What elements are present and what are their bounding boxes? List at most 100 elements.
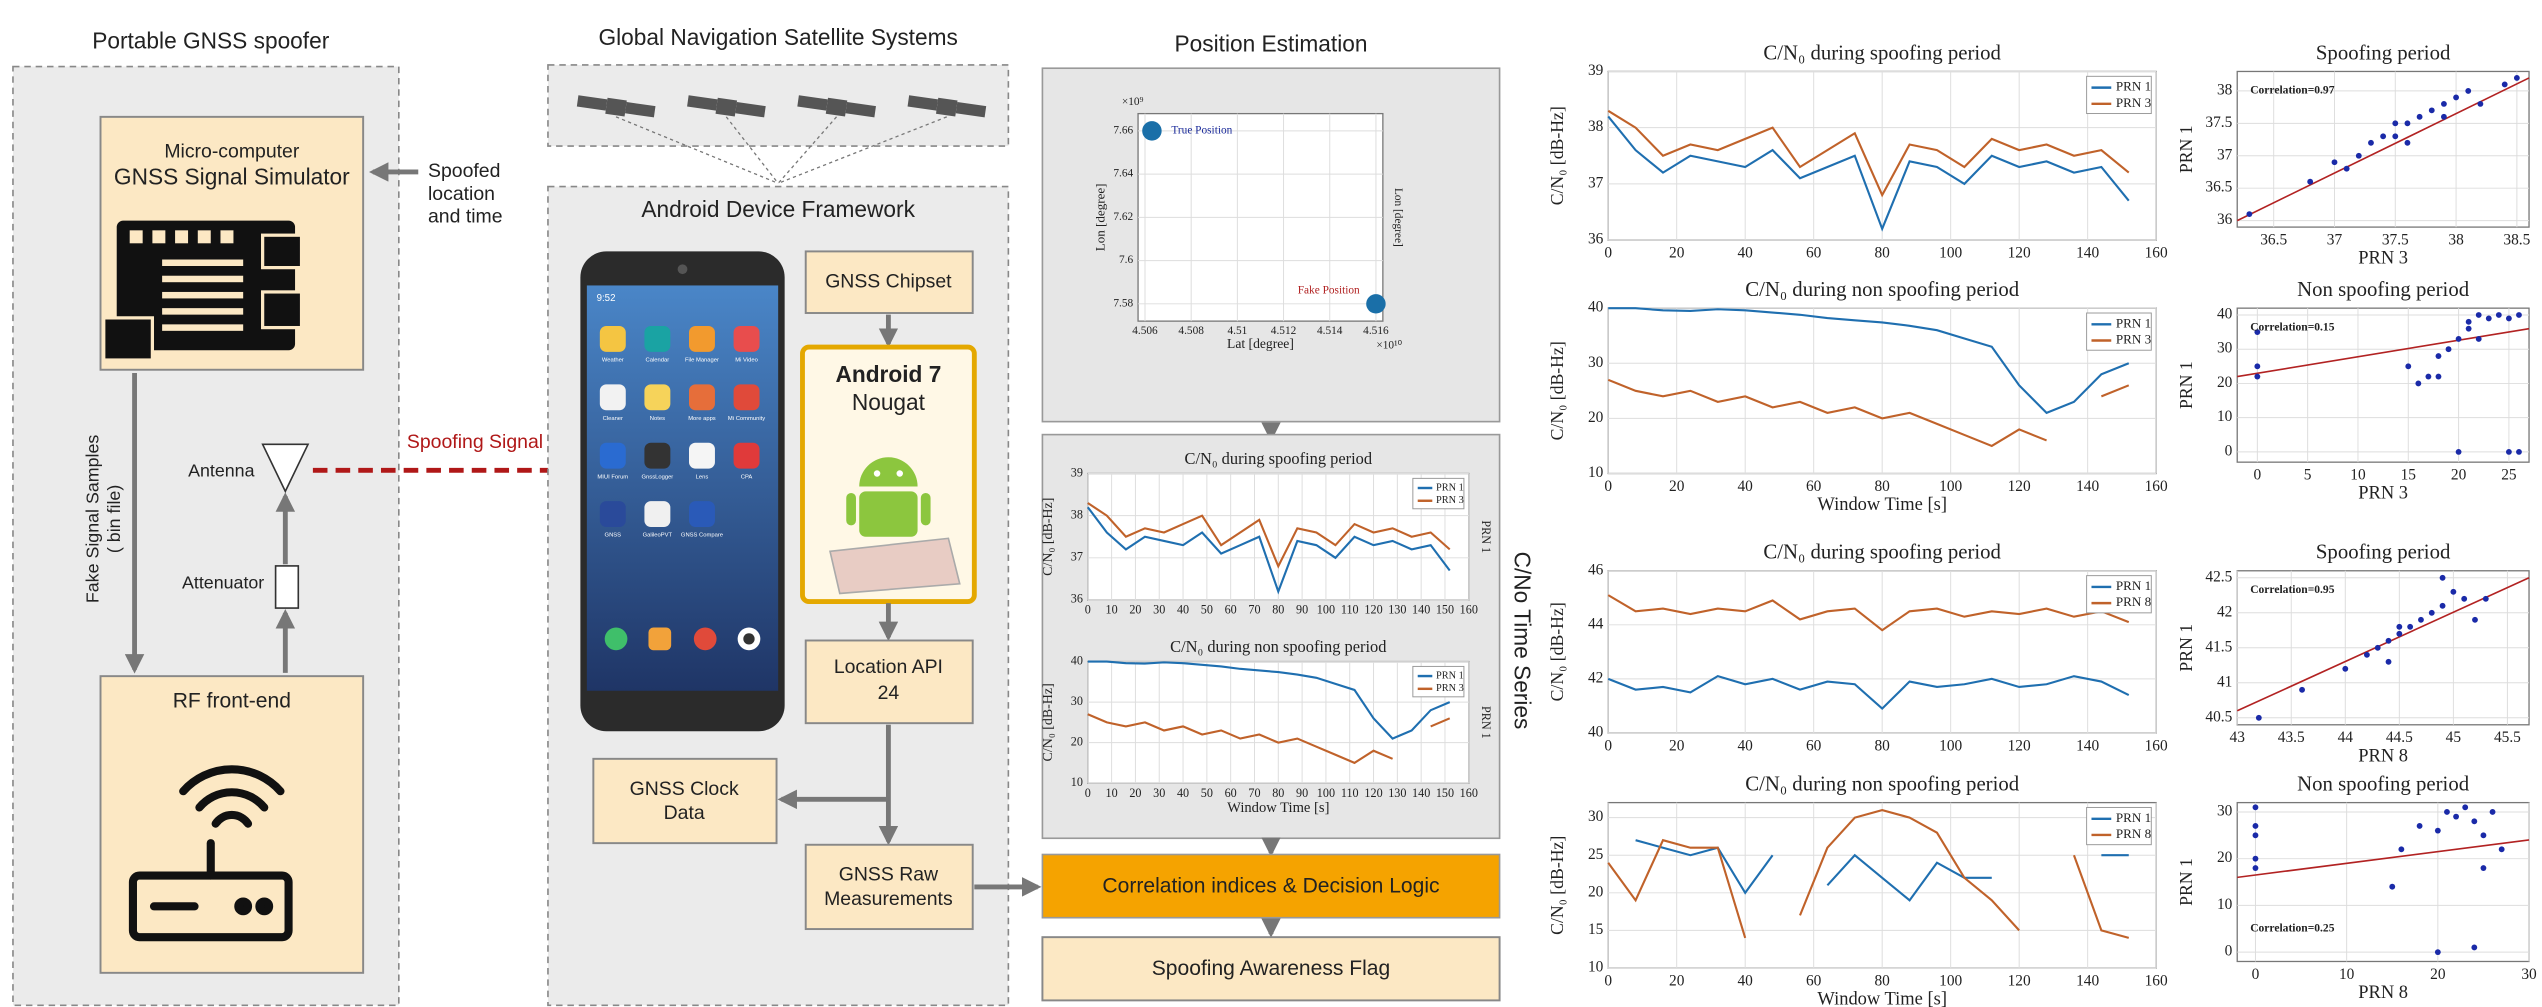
y-tick-label: 7.58 [1113,297,1133,309]
scatter-point [2436,374,2442,380]
app-label: MIUI Forum [597,474,628,480]
scatter-point [2389,884,2395,890]
scatter-point [2405,140,2411,146]
scatter-point [2472,617,2478,623]
scatter-point [2429,107,2435,113]
app-label: CPA [741,474,753,480]
x-tick-label: 160 [2145,972,2168,989]
position-point [1142,121,1161,140]
scatter-point [2477,101,2483,107]
scatter-point [2496,312,2502,318]
app-icon [600,501,626,527]
x-tick-label: 38 [2448,231,2464,248]
x-tick-label: 60 [1806,244,1822,261]
x-tick-label: 150 [1436,603,1454,617]
scatter-point [2417,114,2423,120]
scatter-point [2392,120,2398,126]
y-tick-label: 20 [2217,849,2233,866]
scatter-point [2440,603,2446,609]
y-tick-label: 0 [2225,943,2233,960]
x-tick-label: 20 [1669,737,1685,754]
y-tick-label: 10 [2217,408,2233,425]
clock-box [593,759,776,843]
y-tick-label: 41.5 [2205,638,2232,655]
app-icon [644,384,670,410]
x-tick-label: 60 [1225,603,1237,617]
legend-label: PRN 1 [2116,810,2151,825]
x-tick-label: 80 [1874,244,1890,261]
y-tick-label: 36 [2217,211,2233,228]
y-tick-label: 30 [1588,808,1604,825]
scatter-point [2481,865,2487,871]
x-tick-label: 0 [1604,972,1612,989]
page: {"spoofer":{"title":"Portable GNSS spoof… [0,0,2542,1007]
raw-label: Measurements [824,888,953,910]
x-tick-label: 4.514 [1317,325,1343,337]
figure: Portable GNSS spoofer Micro-computer GNS… [0,0,2542,1007]
chart-title: C/N₀ during non spoofing period [1745,278,2020,301]
y-axis-label: C/N₀ [dB-Hz] [1547,602,1567,701]
x-tick-label: 160 [1460,786,1478,800]
x-tick-label: 140 [2076,478,2099,495]
x-tick-label: 0 [1085,786,1091,800]
app-icon [689,326,715,352]
y-tick-label: 37.5 [2205,114,2232,131]
x-tick-label: 43 [2230,729,2246,746]
y-tick-label: 30 [1071,694,1083,708]
scatter-point [2344,166,2350,172]
flag-label: Spoofing Awareness Flag [1152,957,1390,980]
scatter-point [2307,179,2313,185]
chart-title: Non spoofing period [2297,772,2470,795]
point-label: Fake Position [1298,284,1360,296]
x-axis-label: PRN 8 [2358,745,2408,765]
x-tick-label: 10 [2350,467,2366,484]
app-icon [689,443,715,469]
x-tick-label: 130 [1388,603,1406,617]
rf-title: RF front-end [173,690,291,713]
scatter-point [2462,804,2468,810]
y-axis-label: C/N₀ [dB-Hz] [1041,498,1056,576]
x-tick-label: 40 [1177,603,1189,617]
y-axis-label: Lon [degree] [1093,183,1108,251]
y-tick-label: 20 [1071,734,1083,748]
app-icon [734,443,760,469]
y-tick-label: 39 [1071,465,1083,479]
spoofed-input: Spoofed [428,160,500,182]
y-tick-label: 36.5 [2205,179,2232,196]
x-tick-label: 140 [1412,786,1430,800]
chart-title: C/N₀ during non spoofing period [1170,637,1386,656]
chart-title: Spoofing period [2316,41,2451,64]
x-tick-label: 90 [1296,603,1308,617]
app-label: Cleaner [603,416,623,422]
scatter-point [2407,624,2413,630]
scatter-point [2476,312,2482,318]
phone-time: 9:52 [597,293,616,304]
x-tick-label: 4.516 [1363,325,1389,337]
scatter-point [2499,846,2505,852]
scatter-point [2441,114,2447,120]
app-icon [689,384,715,410]
scatter-point [2396,631,2402,637]
scatter-point [2465,88,2471,94]
y-axis-label: PRN 1 [2176,361,2196,409]
x-tick-label: 45.5 [2494,729,2521,746]
rf-box [101,676,364,973]
x-tick-label: 20 [1129,603,1141,617]
x-tick-label: 30 [1153,786,1165,800]
clock-label: GNSS Clock [630,778,739,800]
point-label: True Position [1171,125,1232,137]
legend-label: PRN 8 [2116,826,2152,841]
scatter-point [2429,610,2435,616]
scatter-point [2415,381,2421,387]
x-tick-label: 36.5 [2260,231,2287,248]
x-tick-label: 60 [1806,972,1822,989]
y-tick-label: 20 [1588,883,1604,900]
y-tick-label: 44 [1588,615,1604,632]
app-icon [600,326,626,352]
scatter-point [2516,449,2522,455]
spoofing-signal-label: Spoofing Signal [407,431,543,453]
y-tick-label: 37 [1071,550,1083,564]
chart-title: C/N₀ during non spoofing period [1745,772,2020,795]
annotation: Correlation=0.97 [2250,85,2335,97]
x-tick-label: 80 [1272,603,1284,617]
